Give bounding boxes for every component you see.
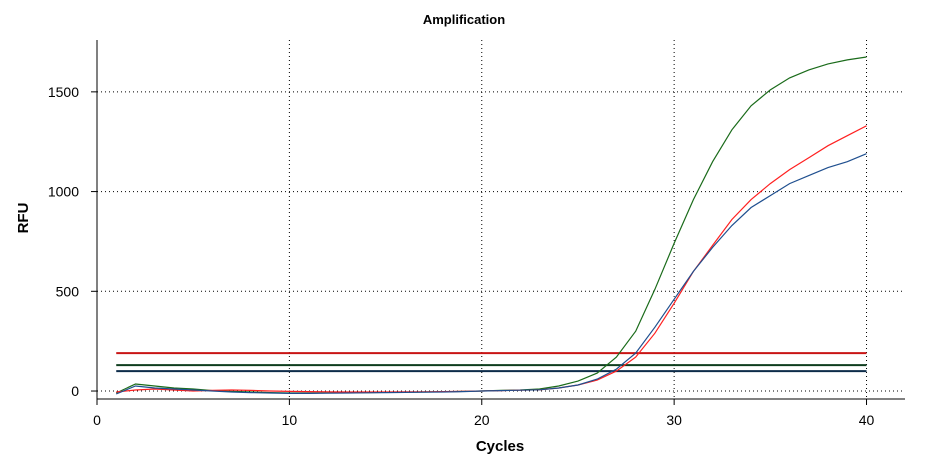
- data-series: [115, 56, 867, 395]
- x-tick-label: 10: [282, 412, 298, 428]
- x-tick-label: 20: [474, 412, 490, 428]
- x-tick-label: 30: [666, 412, 682, 428]
- grid-lines: [97, 40, 905, 399]
- axes-frame: [96, 40, 905, 400]
- y-axis-title: RFU: [15, 203, 32, 234]
- x-axis-title: Cycles: [476, 438, 524, 455]
- series-line-3: [115, 153, 867, 395]
- y-tick-label: 1000: [48, 184, 79, 200]
- x-tick-label: 40: [859, 412, 875, 428]
- y-tick-label: 500: [56, 283, 80, 299]
- y-tick-label: 0: [71, 383, 79, 399]
- tick-labels: 0 10 20 30 40 0 500 1000 1500: [48, 84, 875, 428]
- chart-title: Amplification: [423, 12, 505, 27]
- threshold-lines: [116, 352, 867, 373]
- series-line-1: [115, 56, 867, 394]
- x-tick-label: 0: [93, 412, 101, 428]
- y-tick-label: 1500: [48, 84, 79, 100]
- series-line-2: [116, 125, 867, 393]
